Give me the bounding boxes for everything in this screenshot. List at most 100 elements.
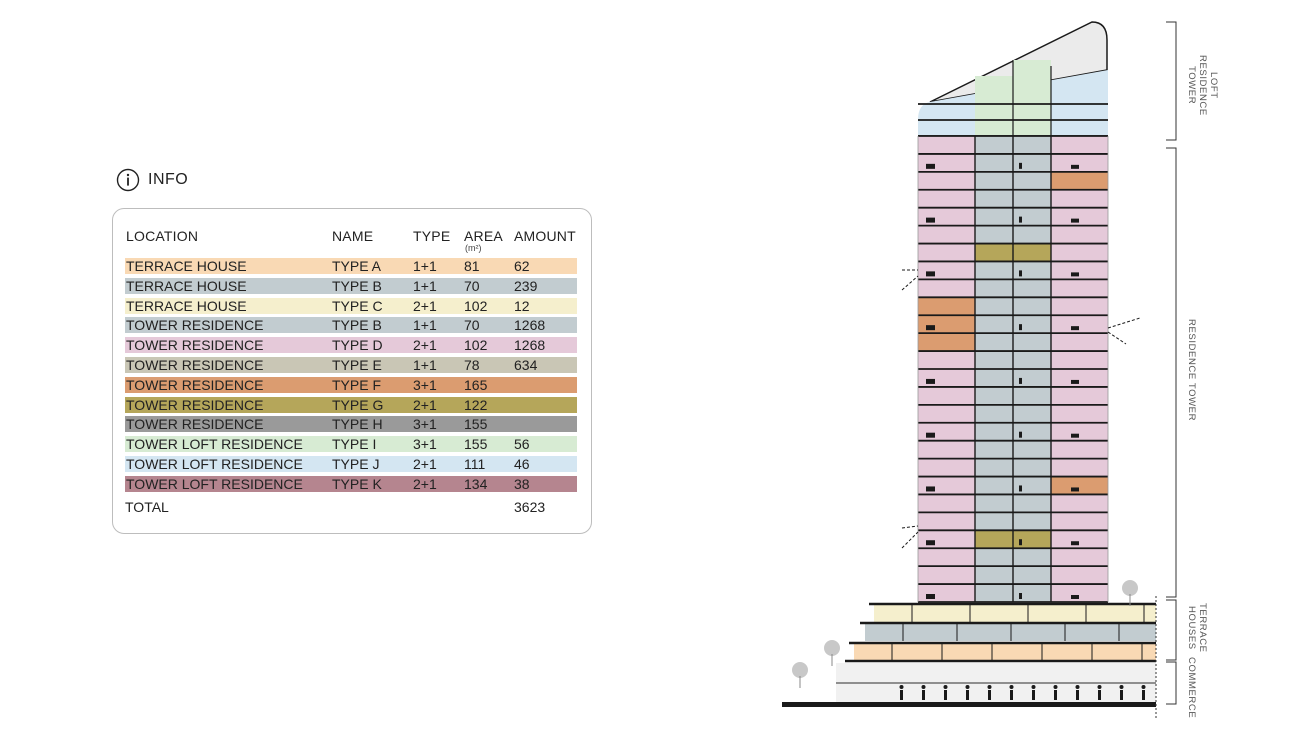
cell-type: 3+1 — [413, 376, 437, 393]
person-icon — [1076, 690, 1079, 700]
total-row: TOTAL 3623 — [125, 499, 577, 515]
info-header: INFO — [116, 168, 188, 192]
cell-name: TYPE E — [332, 356, 382, 373]
table-row: TOWER LOFT RESIDENCE TYPE J 2+1 111 46 — [125, 455, 577, 472]
bracket-loft — [1166, 21, 1177, 141]
table-row: TOWER LOFT RESIDENCE TYPE I 3+1 155 56 — [125, 436, 577, 453]
furniture-icon — [1019, 324, 1022, 331]
cell-location: TOWER RESIDENCE — [126, 376, 264, 393]
cell-type: 2+1 — [413, 475, 437, 492]
furniture-icon — [1071, 433, 1079, 438]
cell-area: 165 — [464, 376, 488, 393]
ground-slab — [782, 702, 1156, 707]
header-location: LOCATION — [126, 228, 199, 244]
cell-location: TERRACE HOUSE — [126, 277, 247, 294]
label-commerce: COMMERCE — [1186, 657, 1197, 719]
view-arrow-icon — [901, 531, 919, 549]
cell-name: TYPE B — [332, 317, 382, 334]
person-icon — [965, 685, 970, 689]
table-row: TOWER RESIDENCE TYPE G 2+1 122 — [125, 396, 577, 413]
cell-amount: 1268 — [514, 337, 546, 354]
label-residence-tower: RESIDENCE TOWER — [1186, 318, 1197, 422]
person-icon — [1119, 685, 1124, 689]
bracket-residence — [1166, 147, 1177, 598]
furniture-icon — [1071, 595, 1079, 599]
cell-name: TYPE J — [332, 455, 380, 472]
tree-icon — [792, 662, 808, 678]
cell-name: TYPE B — [332, 277, 382, 294]
table-row: TOWER RESIDENCE TYPE F 3+1 165 — [125, 376, 577, 393]
terrace-house-level — [874, 604, 1156, 622]
cell-area: 70 — [464, 317, 480, 334]
header-area: AREA — [464, 228, 503, 244]
furniture-icon — [926, 540, 935, 546]
cell-name: TYPE H — [332, 416, 383, 433]
cell-amount: 1268 — [514, 317, 546, 334]
person-icon — [966, 690, 969, 700]
total-label: TOTAL — [125, 499, 169, 515]
table-row: TOWER RESIDENCE TYPE E 1+1 78 634 — [125, 356, 577, 373]
cell-type: 2+1 — [413, 297, 437, 314]
person-icon — [1053, 685, 1058, 689]
furniture-icon — [1019, 162, 1022, 169]
header-name: NAME — [332, 228, 374, 244]
info-circle-icon[interactable] — [116, 168, 140, 192]
person-icon — [1032, 690, 1035, 700]
cell-area: 155 — [464, 416, 488, 433]
cell-name: TYPE F — [332, 376, 382, 393]
cell-name: TYPE D — [332, 337, 383, 354]
furniture-icon — [1019, 377, 1022, 384]
person-icon — [1097, 685, 1102, 689]
cell-area: 111 — [464, 455, 486, 472]
person-icon — [1010, 690, 1013, 700]
furniture-icon — [1019, 539, 1022, 546]
person-icon — [900, 690, 903, 700]
furniture-icon — [1019, 431, 1022, 438]
bracket-commerce — [1166, 661, 1177, 705]
cell-area: 122 — [464, 396, 488, 413]
furniture-icon — [1071, 218, 1079, 223]
cell-type: 1+1 — [413, 356, 437, 373]
view-arrow-icon — [1107, 317, 1141, 329]
header-type: TYPE — [413, 228, 451, 244]
view-arrow-icon — [901, 525, 919, 529]
cell-name: TYPE I — [332, 436, 377, 453]
cell-area: 78 — [464, 356, 480, 373]
loft-unit-type-i — [1013, 60, 1051, 136]
person-icon — [988, 690, 991, 700]
cell-type: 2+1 — [413, 396, 437, 413]
person-icon — [922, 690, 925, 700]
cell-type: 1+1 — [413, 317, 437, 334]
furniture-icon — [926, 271, 935, 277]
cell-amount: 46 — [514, 455, 530, 472]
terrace-house-level — [854, 643, 1156, 661]
tower-unit-type-f — [1051, 171, 1108, 190]
furniture-icon — [1019, 270, 1022, 277]
furniture-icon — [926, 217, 935, 223]
cell-location: TOWER LOFT RESIDENCE — [126, 475, 303, 492]
person-icon — [944, 690, 947, 700]
cell-amount: 56 — [514, 436, 530, 453]
view-arrow-icon — [1107, 331, 1127, 345]
person-icon — [943, 685, 948, 689]
furniture-icon — [926, 378, 935, 384]
cell-name: TYPE K — [332, 475, 382, 492]
table-row: TOWER LOFT RESIDENCE TYPE K 2+1 134 38 — [125, 475, 577, 492]
furniture-icon — [1071, 164, 1079, 169]
header-amount: AMOUNT — [514, 228, 576, 244]
person-icon — [1075, 685, 1080, 689]
cell-type: 3+1 — [413, 436, 437, 453]
cell-location: TOWER LOFT RESIDENCE — [126, 436, 303, 453]
view-arrow-icon — [901, 275, 919, 291]
table-row: TERRACE HOUSE TYPE B 1+1 70 239 — [125, 277, 577, 294]
cell-area: 134 — [464, 475, 488, 492]
cell-name: TYPE C — [332, 297, 383, 314]
table-rows: TERRACE HOUSE TYPE A 1+1 81 62 TERRACE HOUSE T… — [125, 258, 577, 496]
loft-unit-type-i — [975, 76, 1013, 136]
furniture-icon — [1071, 379, 1079, 384]
unit-table-card: LOCATION NAME TYPE AREA (m²) AMOUNT TERR… — [112, 208, 592, 534]
furniture-icon — [1071, 487, 1079, 492]
table-row: TOWER RESIDENCE TYPE D 2+1 102 1268 — [125, 337, 577, 354]
table-row: TERRACE HOUSE TYPE C 2+1 102 12 — [125, 297, 577, 314]
cell-area: 81 — [464, 258, 480, 274]
